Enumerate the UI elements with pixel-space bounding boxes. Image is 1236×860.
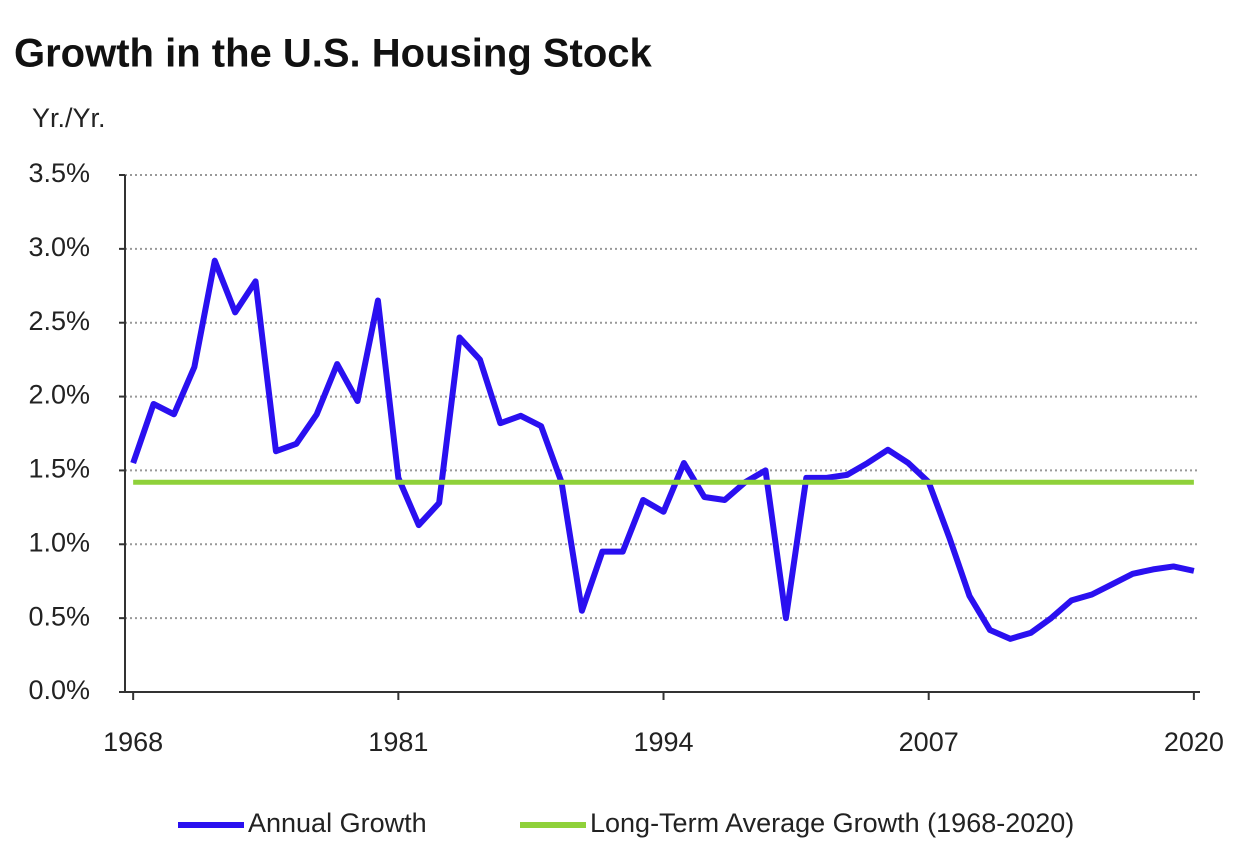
y-tick-label: 2.5% bbox=[28, 306, 90, 336]
legend-label: Long-Term Average Growth (1968-2020) bbox=[590, 808, 1074, 838]
y-tick-label: 1.5% bbox=[28, 454, 90, 484]
y-tick-label: 0.5% bbox=[28, 601, 90, 631]
x-tick-label: 1981 bbox=[368, 727, 428, 757]
x-tick-label: 2007 bbox=[899, 727, 959, 757]
y-tick-label: 2.0% bbox=[28, 380, 90, 410]
series-line bbox=[130, 257, 1195, 642]
y-tick-label: 3.5% bbox=[28, 158, 90, 188]
x-tick-label: 1968 bbox=[103, 727, 163, 757]
y-tick-label: 3.0% bbox=[28, 232, 90, 262]
y-axis-label: Yr./Yr. bbox=[32, 103, 106, 133]
x-tick-label: 2020 bbox=[1164, 727, 1224, 757]
chart-title: Growth in the U.S. Housing Stock bbox=[14, 32, 653, 76]
legend-label: Annual Growth bbox=[248, 808, 427, 838]
y-tick-label: 1.0% bbox=[28, 527, 90, 557]
x-tick-label: 1994 bbox=[633, 727, 693, 757]
y-tick-label: 0.0% bbox=[28, 675, 90, 705]
